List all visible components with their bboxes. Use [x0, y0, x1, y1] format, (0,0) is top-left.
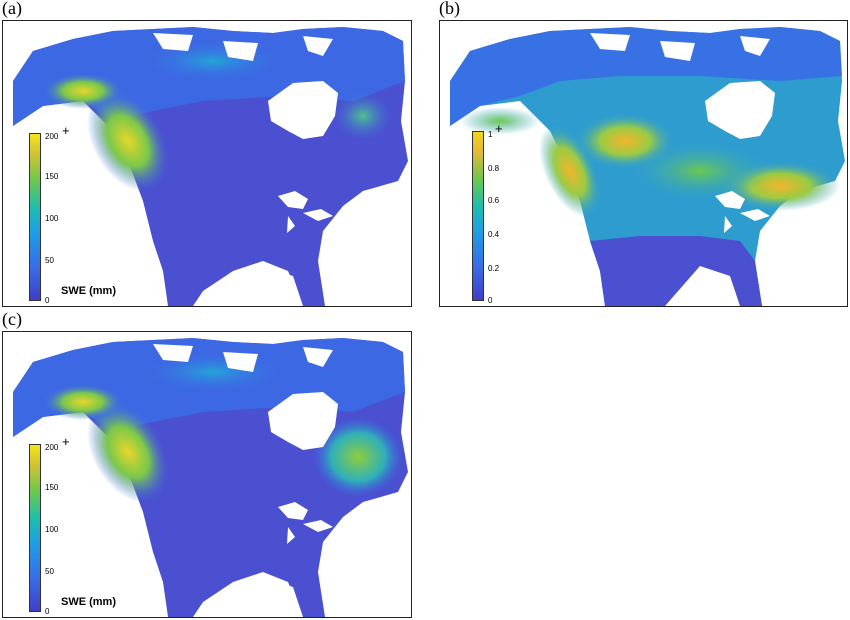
tick-c-150: 150 [45, 483, 59, 492]
tick-a-150: 150 [45, 172, 59, 181]
tick-b-0: 0 [488, 296, 493, 305]
tick-a-0: 0 [45, 296, 50, 305]
hudson-bay-b [705, 81, 775, 139]
unit-label-c: SWE (mm) [61, 596, 116, 608]
tick-b-1: 1 [488, 130, 493, 139]
hudson-bay-c [268, 392, 338, 450]
tick-c-0: 0 [45, 607, 50, 616]
colorbar-a [29, 133, 41, 301]
great-lakes-c [278, 502, 333, 544]
tick-c-50: 50 [45, 567, 54, 576]
hudson-bay-a [268, 81, 338, 139]
overflow-mark-c: + [62, 434, 70, 449]
panel-a-label: (a) [2, 0, 22, 18]
panel-b-label: (b) [439, 0, 460, 18]
tick-a-100: 100 [45, 214, 59, 223]
panel-a-map: 200 + 150 100 50 0 SWE (mm) [2, 20, 412, 307]
overflow-mark-b: + [495, 121, 503, 136]
panel-c-label: (c) [2, 309, 22, 329]
colorbar-b [472, 131, 484, 301]
tick-b-0.2: 0.2 [488, 264, 500, 273]
snow-map-b [450, 27, 845, 306]
tick-b-0.4: 0.4 [488, 230, 500, 239]
tick-a-50: 50 [45, 256, 54, 265]
overflow-mark-a: + [62, 123, 70, 138]
tick-c-200: 200 [45, 443, 59, 452]
great-lakes-a [278, 191, 333, 233]
tick-b-0.6: 0.6 [488, 196, 500, 205]
panel-c-map: 200 + 150 100 50 0 SWE (mm) [2, 331, 412, 618]
tick-a-200: 200 [45, 132, 59, 141]
tick-b-0.8: 0.8 [488, 164, 500, 173]
unit-label-a: SWE (mm) [61, 285, 116, 297]
colorbar-c [29, 444, 41, 612]
snow-map-c [13, 338, 408, 617]
tick-c-100: 100 [45, 525, 59, 534]
panel-b-map: 1 + 0.8 0.6 0.4 0.2 0 [439, 20, 848, 307]
snow-map-a [13, 27, 408, 306]
great-lakes-b [715, 191, 770, 233]
